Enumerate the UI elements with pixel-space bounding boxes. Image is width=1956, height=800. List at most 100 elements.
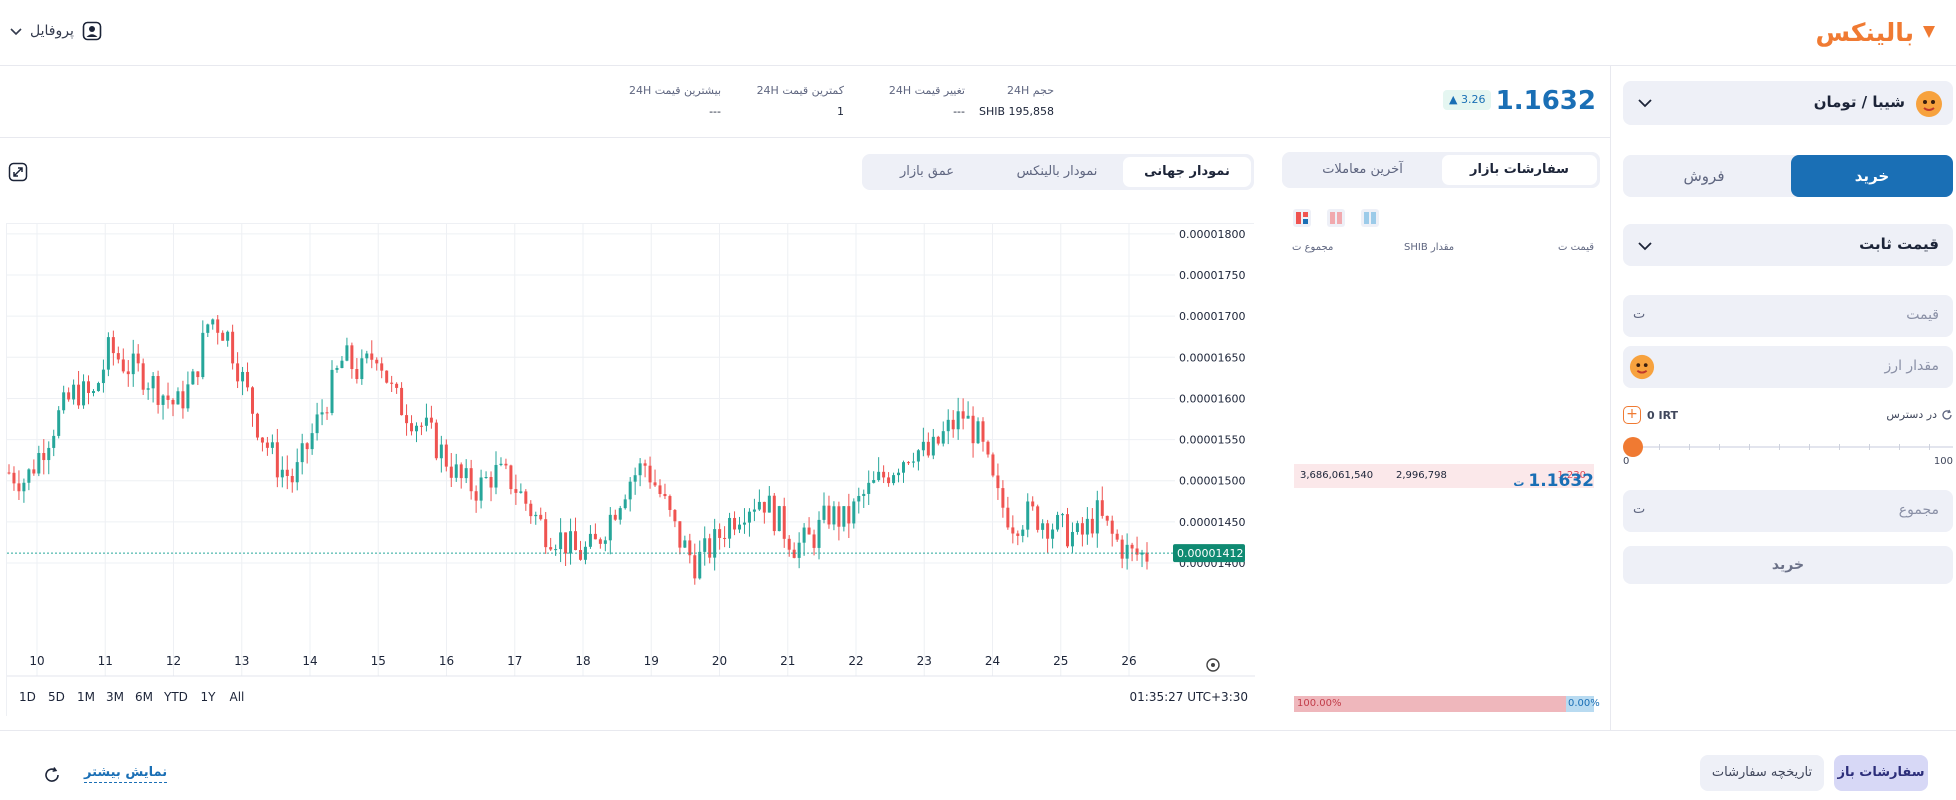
range-button-1y[interactable]: 1Y: [201, 690, 217, 704]
candle-body: [1006, 507, 1010, 528]
ask-row[interactable]: 1,230 2,996,798 3,686,061,540: [1294, 464, 1594, 488]
candle-body: [201, 332, 205, 378]
candle-body: [618, 508, 622, 520]
candle-body: [921, 441, 925, 451]
candle-body: [633, 475, 637, 482]
candle-body: [1065, 514, 1069, 547]
candle-body: [429, 417, 433, 423]
candle-body: [7, 472, 11, 474]
book-both-view-icon[interactable]: [1292, 208, 1312, 228]
slider-tick: [1719, 444, 1720, 450]
show-more-link[interactable]: نمایش بیشتر: [84, 765, 168, 783]
book-bids-view-icon[interactable]: [1360, 208, 1380, 228]
refresh-icon[interactable]: [1941, 409, 1953, 421]
tab-order-history[interactable]: تاریخچه سفارشات: [1700, 755, 1824, 791]
range-button-ytd[interactable]: YTD: [163, 690, 188, 704]
candle-body: [444, 444, 448, 467]
range-button-5d[interactable]: 5D: [48, 690, 65, 704]
logo[interactable]: بالینکس: [1816, 12, 1938, 52]
tab-market-depth[interactable]: عمق بازار: [900, 164, 954, 179]
tab-recent-trades[interactable]: آخرین معاملات: [1322, 162, 1403, 177]
candle-body: [151, 376, 155, 389]
candle-body: [121, 359, 125, 372]
total-input[interactable]: مجموع ت: [1623, 490, 1953, 532]
profile-menu[interactable]: پروفایل: [10, 18, 102, 44]
candle-body: [549, 547, 553, 550]
slider-handle[interactable]: [1623, 437, 1643, 457]
y-tick-label: 0.00001750: [1179, 269, 1245, 282]
candle-body: [181, 391, 185, 409]
pair-selector[interactable]: شیبا / تومان: [1623, 81, 1953, 125]
candle-body: [742, 522, 746, 525]
candle-body: [569, 531, 573, 554]
candle-body: [156, 376, 160, 405]
chart-grid: [7, 224, 1175, 676]
price-chart[interactable]: 0.00001800 0.00001750 0.00001700 0.00001650…: [6, 223, 1255, 717]
candle-body: [911, 461, 915, 463]
amount-input[interactable]: مقدار ارز: [1623, 346, 1953, 388]
candle-body: [658, 485, 662, 494]
current-price-tag: [1173, 544, 1245, 563]
candle-body: [454, 464, 458, 478]
candle-body: [146, 388, 150, 390]
expand-icon[interactable]: [8, 162, 28, 182]
candle-body: [47, 447, 51, 461]
candle-body: [300, 443, 304, 463]
candle-body: [136, 353, 140, 364]
candle-body: [464, 468, 468, 479]
candle-body: [32, 469, 36, 474]
candle-body: [22, 482, 26, 492]
deposit-plus-button[interactable]: +: [1623, 406, 1641, 424]
candle-body: [340, 360, 344, 369]
orders-footer: سفارشات باز تاریخچه سفارشات نمایش بیشتر: [0, 730, 1956, 800]
candle-body: [1046, 523, 1050, 539]
chart-settings-icon[interactable]: [1206, 658, 1220, 672]
candle-body: [1125, 544, 1129, 559]
chevron-down-icon: [10, 28, 22, 36]
candle-body: [126, 371, 130, 375]
candle-body: [578, 550, 582, 560]
candle-body: [916, 450, 920, 462]
candle-body: [166, 395, 170, 400]
x-tick-label: 19: [644, 654, 659, 668]
tab-open-orders[interactable]: سفارشات باز: [1834, 755, 1928, 791]
range-button-3m[interactable]: 3M: [106, 690, 124, 704]
tab-buy[interactable]: خرید: [1791, 155, 1953, 197]
tab-balinex-chart[interactable]: نمودار بالینکس: [1016, 164, 1098, 179]
candle-body: [718, 529, 722, 538]
candle-body: [17, 483, 21, 492]
candle-body: [419, 425, 423, 427]
tab-market-orders[interactable]: سفارشات بازار: [1442, 155, 1597, 185]
candle-body: [837, 506, 841, 527]
candle-body: [554, 549, 558, 551]
submit-buy-button[interactable]: خرید: [1623, 546, 1953, 584]
candle-body: [946, 419, 950, 432]
candle-body: [752, 509, 756, 512]
candle-body: [608, 514, 612, 541]
candle-body: [87, 381, 91, 394]
tab-sell[interactable]: فروش: [1683, 167, 1725, 185]
tab-global-chart[interactable]: نمودار جهانی: [1123, 157, 1251, 187]
book-asks-view-icon[interactable]: [1326, 208, 1346, 228]
chart-settings-icon-dot: [1211, 663, 1215, 667]
candle-body: [236, 363, 240, 382]
range-button-1m[interactable]: 1M: [77, 690, 95, 704]
candlestick-chart-svg[interactable]: 0.00001800 0.00001750 0.00001700 0.00001650…: [7, 224, 1255, 717]
range-button-6m[interactable]: 6M: [135, 690, 153, 704]
order-type-select[interactable]: قیمت ثابت: [1623, 224, 1953, 266]
amount-slider[interactable]: 0 100: [1623, 436, 1953, 467]
range-button-1d[interactable]: 1D: [19, 690, 36, 704]
candle-body: [141, 363, 145, 390]
refresh-icon[interactable]: [42, 765, 62, 785]
price-input[interactable]: قیمت ت: [1623, 295, 1953, 337]
candle-body: [892, 475, 896, 484]
candle-body: [1100, 500, 1104, 516]
candle-body: [385, 370, 389, 383]
candle-body: [807, 527, 811, 535]
header-total: مجموع ت: [1292, 242, 1334, 253]
x-tick-label: 16: [439, 654, 454, 668]
candle-body: [1095, 500, 1099, 534]
range-button-all[interactable]: All: [230, 690, 245, 704]
candle-body: [693, 555, 697, 579]
